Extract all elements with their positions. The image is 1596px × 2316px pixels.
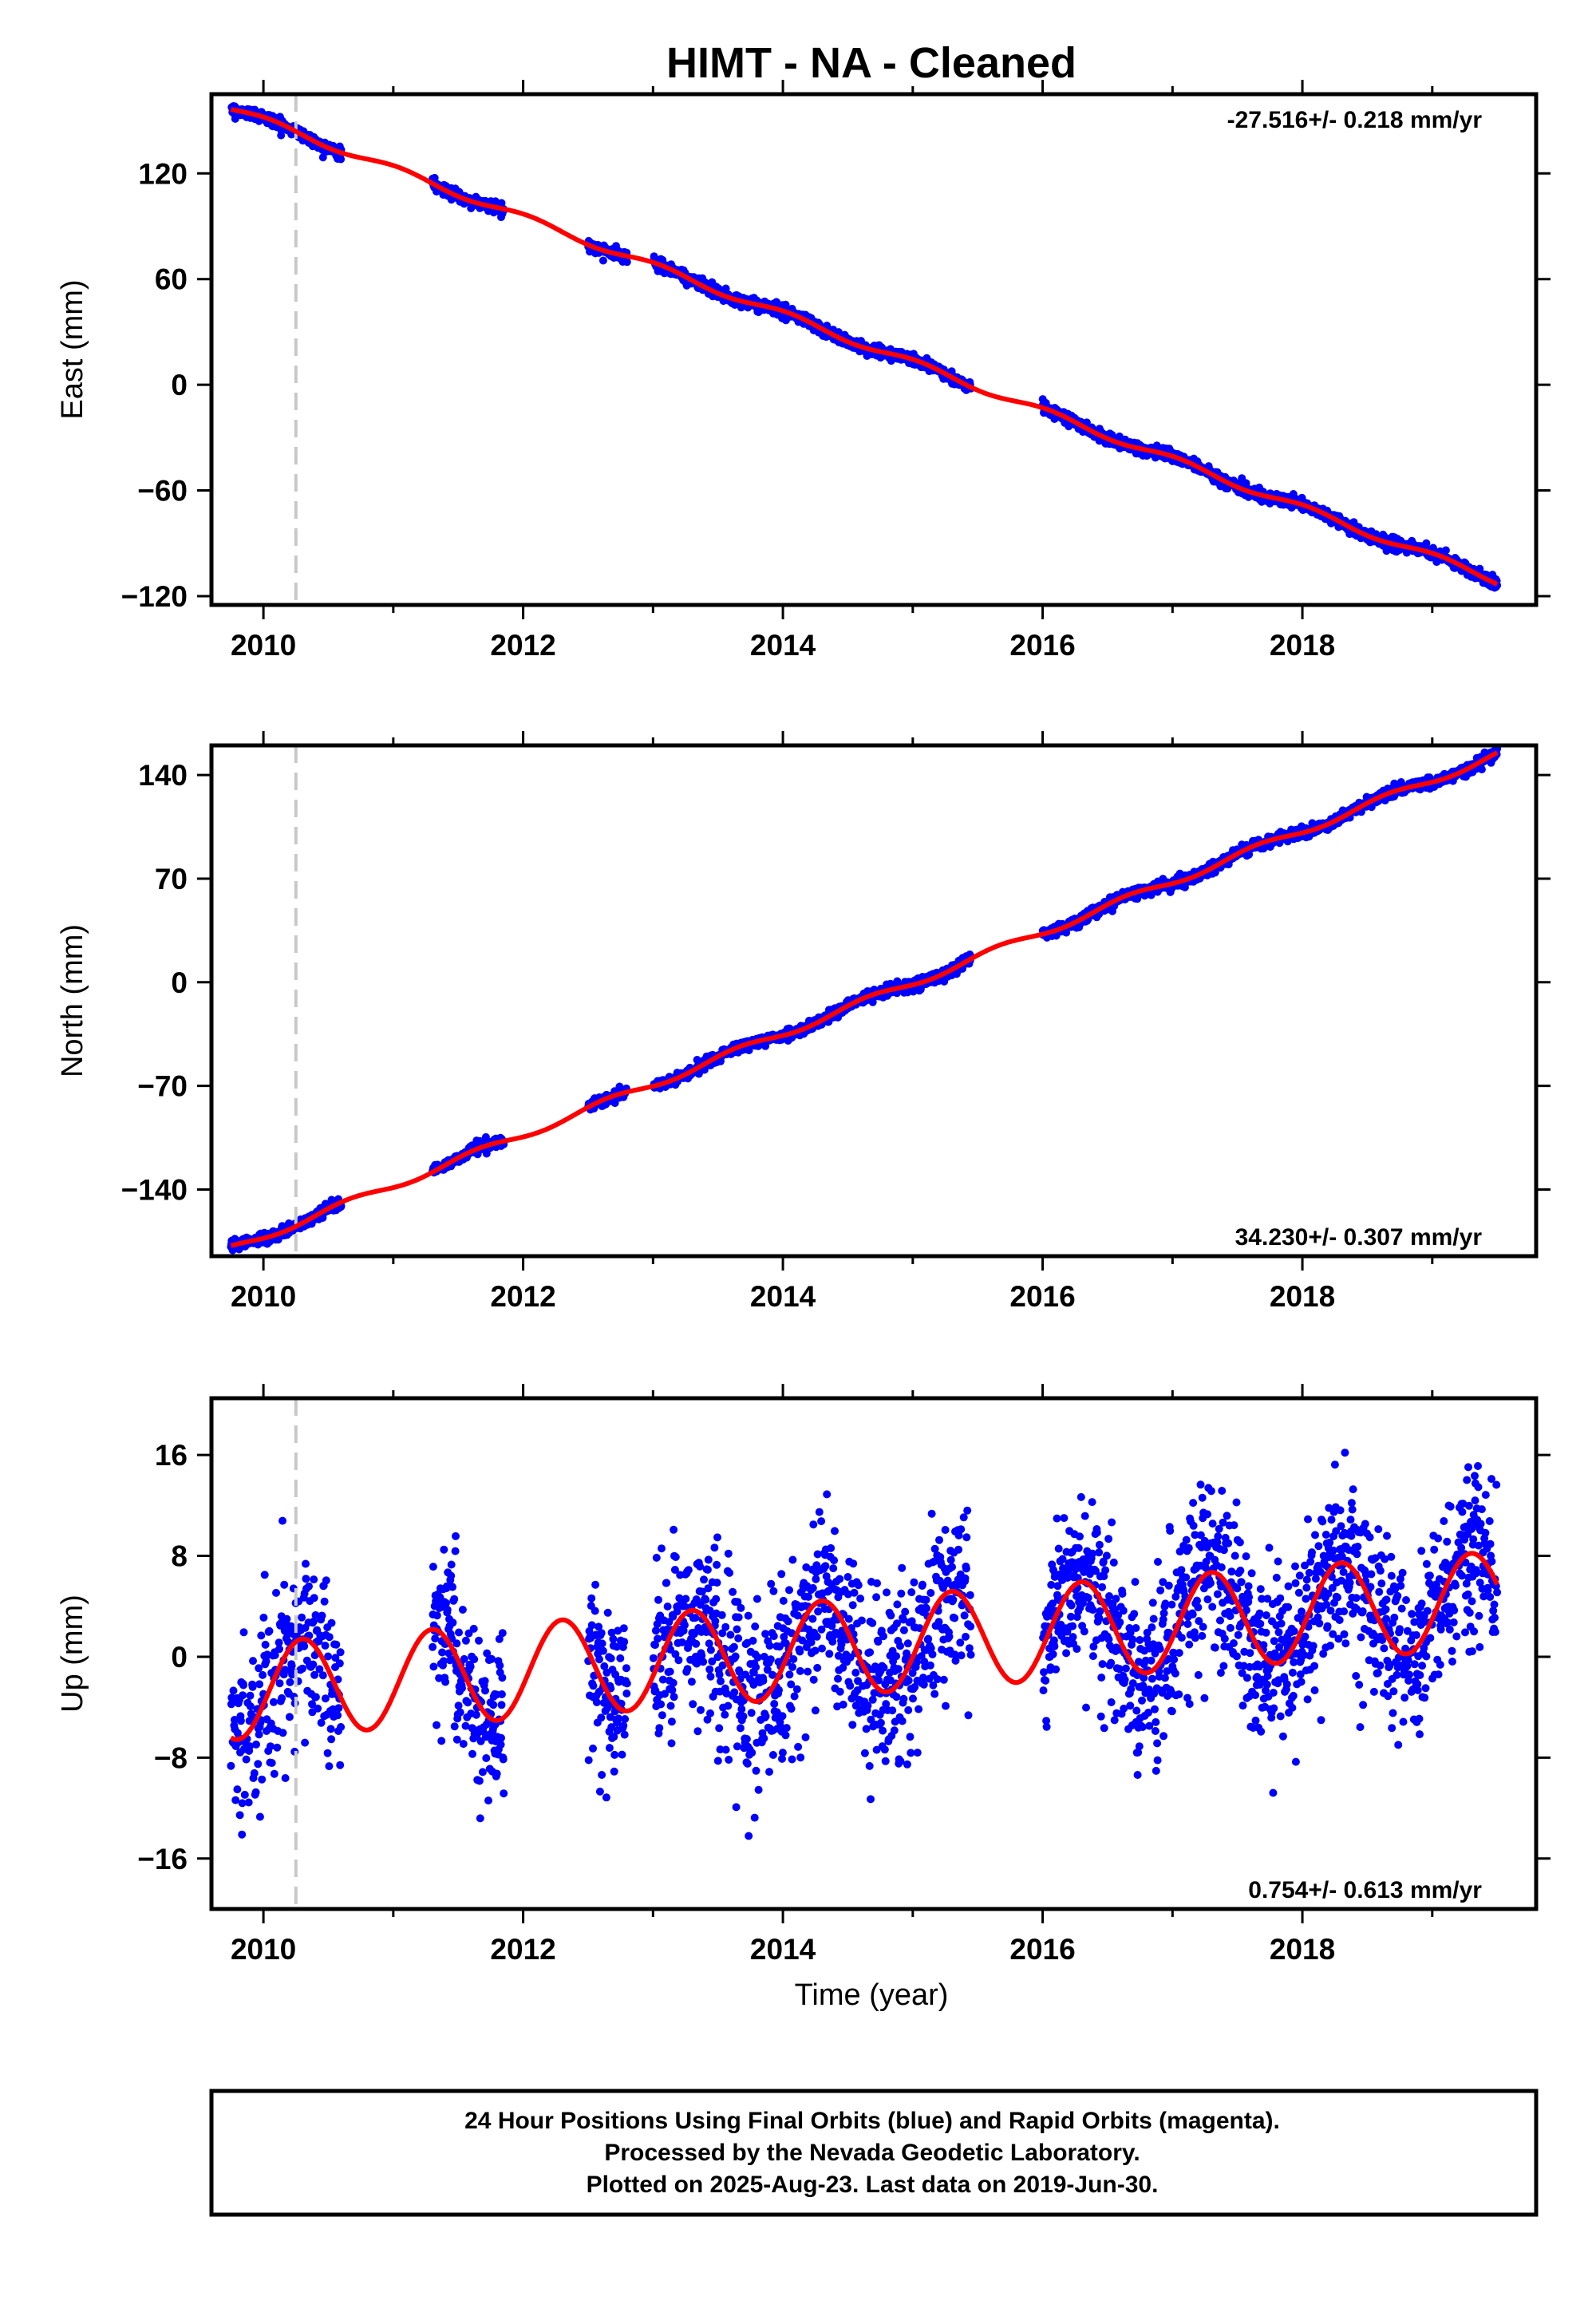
north-x-tick-label: 2018 [1270, 1280, 1335, 1313]
east-data-point [598, 256, 607, 265]
east-y-tick-label: −60 [137, 475, 188, 508]
east-y-tick-label: 60 [155, 263, 188, 296]
east-data-point [318, 153, 327, 162]
east-data-point [430, 173, 439, 182]
east-x-tick-label: 2016 [1009, 629, 1075, 662]
north-x-tick-label: 2014 [750, 1280, 816, 1313]
east-panel: 2010 2012 2014 2016 2018 120 60 0 −60 −120 East (m… [56, 80, 1551, 662]
east-data-point [1441, 546, 1450, 555]
north-x-tick-label: 2010 [231, 1280, 296, 1313]
east-y-tick-label: −120 [121, 580, 188, 613]
east-data-point [622, 258, 631, 267]
east-x-tick-label: 2012 [490, 629, 555, 662]
east-y-tick-label: 0 [171, 369, 188, 401]
figure-title: HIMT - NA - Cleaned [666, 39, 1077, 87]
north-data-point [1477, 765, 1486, 774]
east-rate-label: -27.516+/- 0.218 mm/yr [1227, 107, 1483, 133]
east-y-axis-label: East (mm) [56, 279, 89, 419]
north-x-tick-label: 2012 [490, 1280, 555, 1313]
east-x-tick-label: 2014 [750, 629, 816, 662]
east-plot-area [227, 94, 1502, 605]
east-x-tick-label: 2018 [1270, 629, 1335, 662]
north-y-tick-label: 140 [138, 759, 188, 792]
east-y-tick-label: 120 [138, 157, 188, 190]
east-x-tick-label: 2010 [231, 629, 296, 662]
east-data-point [337, 155, 346, 164]
north-x-tick-label: 2016 [1009, 1280, 1075, 1313]
north-plot-area [227, 745, 1502, 1256]
